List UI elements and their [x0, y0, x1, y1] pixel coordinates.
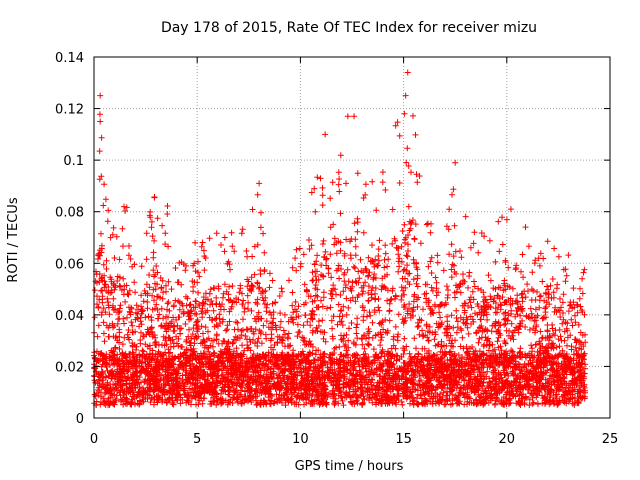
data-point: [97, 118, 104, 125]
y-tick-label: 0.1: [63, 154, 84, 169]
y-tick-label: 0.08: [55, 206, 84, 221]
y-tick-labels: 0 0.02 0.04 0.06 0.08 0.1 0.12 0.14: [55, 51, 84, 427]
x-tick-label: 5: [193, 432, 201, 447]
x-tick-labels: 0 5 10 15 20 25: [90, 432, 618, 447]
data-point: [402, 92, 409, 99]
data-point: [404, 69, 411, 76]
data-point: [344, 113, 351, 120]
x-tick-label: 20: [499, 432, 516, 447]
x-tick-label: 15: [395, 432, 412, 447]
scatter-markers: [91, 110, 589, 409]
y-axis-label: ROTI / TECUs: [6, 197, 21, 282]
x-axis-label: GPS time / hours: [295, 459, 404, 474]
data-point: [507, 206, 514, 213]
data-points: [91, 69, 589, 409]
axis-ticks: [93, 56, 611, 419]
x-tick-label: 25: [602, 432, 619, 447]
y-tick-label: 0: [76, 412, 84, 427]
data-point: [322, 131, 329, 138]
y-tick-label: 0.12: [55, 103, 84, 118]
y-tick-label: 0.02: [55, 360, 84, 375]
chart-title: Day 178 of 2015, Rate Of TEC Index for r…: [161, 20, 537, 36]
data-point: [351, 113, 358, 120]
data-point: [452, 159, 459, 166]
x-tick-label: 0: [90, 432, 98, 447]
y-tick-label: 0.04: [55, 309, 84, 324]
data-point: [97, 92, 104, 99]
x-tick-label: 10: [292, 432, 309, 447]
plot-frame: [93, 56, 611, 419]
y-tick-label: 0.06: [55, 257, 84, 272]
y-tick-label: 0.14: [55, 51, 84, 66]
data-point: [256, 180, 263, 187]
